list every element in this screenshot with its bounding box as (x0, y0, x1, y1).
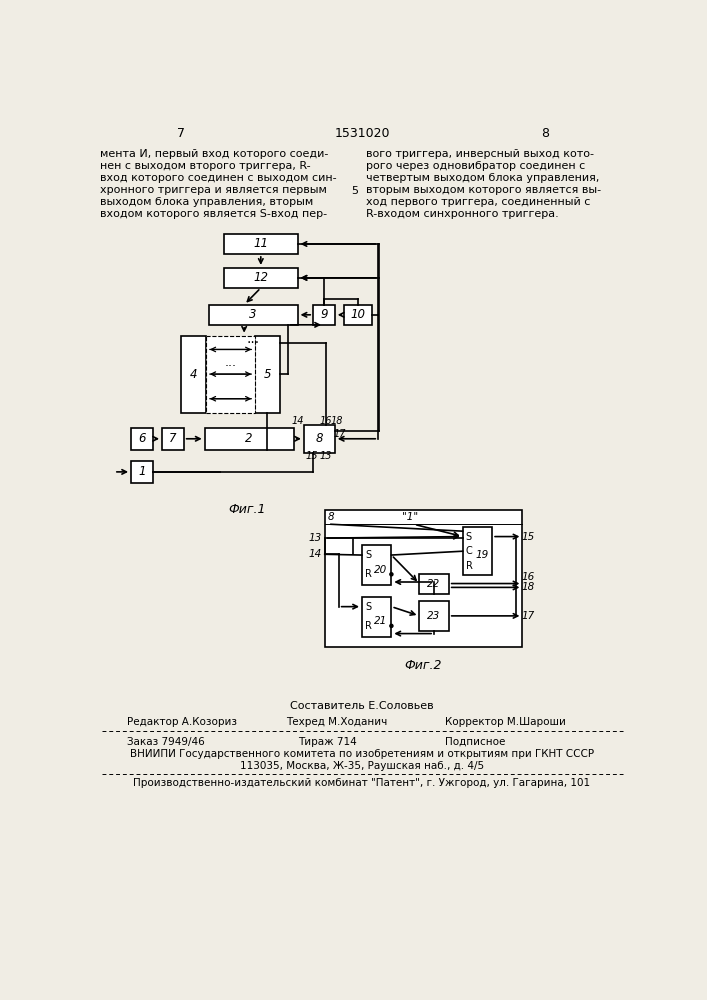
Text: 19: 19 (475, 550, 489, 560)
Text: Производственно-издательский комбинат "Патент", г. Ужгород, ул. Гагарина, 101: Производственно-издательский комбинат "П… (134, 778, 590, 788)
Text: 10: 10 (351, 308, 366, 321)
Text: 7: 7 (169, 432, 177, 445)
Text: вход которого соединен с выходом син-: вход которого соединен с выходом син- (100, 173, 337, 183)
Text: 21: 21 (373, 616, 387, 626)
Text: Заказ 7949/46: Заказ 7949/46 (127, 737, 205, 747)
Text: 16: 16 (522, 572, 535, 582)
Text: 14: 14 (291, 416, 304, 426)
Text: 15: 15 (305, 451, 318, 461)
Text: S: S (365, 602, 371, 612)
Text: R: R (466, 561, 473, 571)
Circle shape (390, 573, 393, 576)
Circle shape (390, 624, 393, 627)
Text: 4: 4 (190, 368, 197, 381)
Text: 15: 15 (522, 532, 535, 542)
Text: 17: 17 (333, 429, 346, 439)
Text: 9: 9 (320, 308, 328, 321)
Text: 8: 8 (315, 432, 323, 445)
Bar (204, 428, 293, 450)
Text: ход первого триггера, соединенный с: ход первого триггера, соединенный с (366, 197, 590, 207)
Text: 8: 8 (542, 127, 549, 140)
Text: четвертым выходом блока управления,: четвертым выходом блока управления, (366, 173, 600, 183)
Text: R: R (365, 621, 372, 631)
Text: ...: ... (247, 332, 259, 346)
Text: 7: 7 (177, 127, 185, 140)
Bar (182, 336, 206, 413)
Text: мента И, первый вход которого соеди-: мента И, первый вход которого соеди- (100, 149, 328, 159)
Bar (224, 268, 298, 288)
Text: ...: ... (225, 356, 237, 369)
Bar (209, 305, 298, 325)
Text: 1531020: 1531020 (334, 127, 390, 140)
Text: Фиг.1: Фиг.1 (228, 503, 266, 516)
Text: 18: 18 (330, 416, 343, 426)
Text: "1": "1" (402, 512, 418, 522)
Bar (131, 428, 153, 450)
Text: Техред М.Хoданич: Техред М.Хoданич (286, 717, 387, 727)
Text: 3: 3 (250, 308, 257, 321)
Text: 22: 22 (428, 579, 440, 589)
Bar (462, 527, 492, 575)
Text: 17: 17 (522, 611, 535, 621)
Text: S: S (365, 550, 371, 560)
Text: Тираж 714: Тираж 714 (298, 737, 356, 747)
Text: 5: 5 (351, 186, 358, 196)
Bar (162, 428, 184, 450)
Bar (419, 574, 449, 594)
Bar (224, 234, 298, 254)
Text: 6: 6 (138, 432, 146, 445)
Text: входом которого является S-вход пер-: входом которого является S-вход пер- (100, 209, 327, 219)
Bar (304, 425, 335, 453)
Text: 23: 23 (428, 611, 440, 621)
Bar (344, 305, 372, 325)
Text: 20: 20 (373, 565, 387, 575)
Text: 12: 12 (253, 271, 269, 284)
Bar (131, 461, 153, 483)
Bar (419, 601, 449, 631)
Text: 113035, Москва, Ж-35, Раушская наб., д. 4/5: 113035, Москва, Ж-35, Раушская наб., д. … (240, 761, 484, 771)
Text: 2: 2 (245, 432, 253, 445)
Text: 13: 13 (309, 533, 322, 543)
Text: вторым выходом которого является вы-: вторым выходом которого является вы- (366, 185, 601, 195)
Text: вого триггера, инверсный выход кото-: вого триггера, инверсный выход кото- (366, 149, 594, 159)
Text: 18: 18 (522, 582, 535, 592)
Bar (206, 336, 255, 413)
Text: нен с выходом второго триггера, R-: нен с выходом второго триггера, R- (100, 161, 310, 171)
Text: хронного триггера и является первым: хронного триггера и является первым (100, 185, 327, 195)
Text: 8: 8 (327, 512, 334, 522)
Text: Фиг.2: Фиг.2 (405, 659, 443, 672)
Text: Подписное: Подписное (445, 737, 506, 747)
Text: 14: 14 (309, 549, 322, 559)
Bar (313, 305, 335, 325)
Text: рого через одновибратор соединен с: рого через одновибратор соединен с (366, 161, 585, 171)
Text: Редактор А.Козориз: Редактор А.Козориз (127, 717, 237, 727)
Text: 11: 11 (253, 237, 269, 250)
Text: R-входом синхронного триггера.: R-входом синхронного триггера. (366, 209, 559, 219)
Text: Составитель Е.Соловьев: Составитель Е.Соловьев (290, 701, 434, 711)
Text: 13: 13 (320, 451, 332, 461)
Text: 1: 1 (138, 465, 146, 478)
Text: Корректор М.Шароши: Корректор М.Шароши (445, 717, 566, 727)
Text: R: R (365, 569, 372, 579)
Bar (362, 545, 392, 585)
Text: C: C (466, 546, 472, 556)
Text: 5: 5 (264, 368, 271, 381)
Text: 16: 16 (320, 416, 332, 426)
Bar (325, 510, 522, 647)
Text: ВНИИПИ Государственного комитета по изобретениям и открытиям при ГКНТ СССР: ВНИИПИ Государственного комитета по изоб… (130, 749, 594, 759)
Bar (255, 336, 280, 413)
Bar (362, 597, 392, 637)
Text: выходом блока управления, вторым: выходом блока управления, вторым (100, 197, 313, 207)
Text: S: S (466, 532, 472, 542)
